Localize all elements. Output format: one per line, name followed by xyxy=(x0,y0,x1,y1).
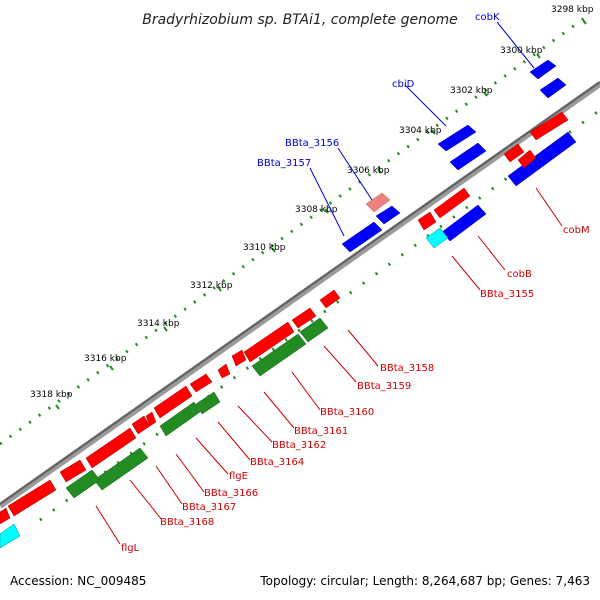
gene-label[interactable]: BBta_3166 xyxy=(204,488,258,499)
tick-label: 3306 kbp xyxy=(347,166,390,176)
gene-label[interactable]: cobM xyxy=(563,225,590,236)
outer-tick-track xyxy=(0,12,591,446)
gene-arrow-BBta_3157[interactable] xyxy=(341,221,383,253)
gene-arrow-BBta_3159[interactable] xyxy=(291,307,317,329)
gene-arrow-cobM-small[interactable] xyxy=(503,143,525,163)
gene-label[interactable]: BBta_3161 xyxy=(294,426,348,437)
gene-arrow-BBta_3168[interactable] xyxy=(85,427,137,469)
tick-label: 3308 kbp xyxy=(295,205,338,215)
gene-arrow-cobB[interactable] xyxy=(433,187,471,219)
gene-arrow-edge[interactable] xyxy=(0,507,11,525)
tick-label: 3302 kbp xyxy=(450,86,493,96)
gene-arrow-cobK[interactable] xyxy=(529,59,557,80)
gene-label[interactable]: cbiD xyxy=(392,79,415,90)
gene-arrow-flgL-a[interactable] xyxy=(59,459,87,483)
cds-block-BBta_3155[interactable] xyxy=(425,227,449,249)
map-title: Bradyrhizobium sp. BTAi1, complete genom… xyxy=(142,12,458,28)
genome-backbone xyxy=(0,81,600,509)
tick-label: 3316 kbp xyxy=(84,354,127,364)
gene-label[interactable]: BBta_3155 xyxy=(480,289,534,300)
gene-arrow-cbiD[interactable] xyxy=(437,124,477,152)
tick-label: 3304 kbp xyxy=(399,126,442,136)
gene-label[interactable]: BBta_3167 xyxy=(182,502,236,513)
gene-arrow-BBta_3156-cds[interactable] xyxy=(375,205,401,225)
cds-block-BBta_3168[interactable] xyxy=(93,447,149,491)
forward-strand-features xyxy=(341,59,567,253)
gene-label[interactable]: BBta_3162 xyxy=(272,440,326,451)
tick-label: 3300 kbp xyxy=(500,46,543,56)
gene-arrow-BBta_3162[interactable] xyxy=(217,363,231,379)
major-ticks xyxy=(55,19,587,410)
tick-labels: 3298 kbp 3300 kbp 3302 kbp 3304 kbp 3306… xyxy=(30,5,594,400)
gene-arrow-BBta_3166[interactable] xyxy=(145,411,157,427)
gene-arrow-cobM[interactable] xyxy=(529,111,569,141)
gene-label[interactable]: BBta_3160 xyxy=(320,407,374,418)
tick-label: 3318 kbp xyxy=(30,390,73,400)
gene-arrow-cobB-small[interactable] xyxy=(417,211,437,231)
topology-summary: Topology: circular; Length: 8,264,687 bp… xyxy=(260,574,590,588)
gene-arrow-BBta_3167[interactable] xyxy=(131,415,151,435)
gene-arrow-flgL[interactable] xyxy=(7,479,57,517)
cds-block-BBta_3166[interactable] xyxy=(159,401,201,437)
gene-arrow-cobK-cds[interactable] xyxy=(539,77,567,99)
cds-block-BBta_3159[interactable] xyxy=(299,317,329,343)
cds-block-BBta_3160[interactable] xyxy=(251,333,307,377)
gene-arrow-BBta_3160[interactable] xyxy=(243,321,295,363)
gene-arrow-BBta_3164[interactable] xyxy=(189,373,213,393)
gene-label[interactable]: BBta_3158 xyxy=(380,363,434,374)
reverse-strand-features xyxy=(0,111,577,549)
tick-label: 3298 kbp xyxy=(551,5,594,15)
gene-arrow-cobM-small-2[interactable] xyxy=(517,149,537,169)
gene-label[interactable]: BBta_3159 xyxy=(357,381,411,392)
gene-label[interactable]: flgE xyxy=(229,471,248,482)
genome-backbone-edge xyxy=(0,81,600,505)
accession-text: Accession: NC_009485 xyxy=(10,574,147,588)
label-leader-lines xyxy=(95,21,563,545)
gene-label[interactable]: BBta_3168 xyxy=(160,517,214,528)
gene-label[interactable]: cobB xyxy=(507,269,532,280)
gene-label[interactable]: cobK xyxy=(475,12,500,23)
gene-label[interactable]: BBta_3157 xyxy=(257,158,311,169)
tick-label: 3314 kbp xyxy=(137,319,180,329)
cds-block-edge-cyan[interactable] xyxy=(0,523,21,549)
cds-block-flgE[interactable] xyxy=(195,391,221,415)
gene-label[interactable]: BBta_3156 xyxy=(285,138,339,149)
gene-label[interactable]: flgL xyxy=(121,543,140,554)
gene-label[interactable]: BBta_3164 xyxy=(250,457,304,468)
gene-arrow-BBta_3156[interactable] xyxy=(365,192,391,213)
gene-arrow-flgE[interactable] xyxy=(153,385,193,419)
cds-block-flgL[interactable] xyxy=(65,469,101,499)
tick-label: 3310 kbp xyxy=(243,243,286,253)
tick-label: 3312 kbp xyxy=(190,281,233,291)
cds-block-cobM[interactable] xyxy=(507,131,577,187)
gene-arrow-BBta_3158[interactable] xyxy=(319,289,341,309)
gene-arrow-cbiD-cds[interactable] xyxy=(449,142,487,171)
gene-arrow-BBta_3161[interactable] xyxy=(231,349,247,367)
gene-labels: cobK cbiD BBta_3156 BBta_3157 cobM cobB … xyxy=(121,12,590,554)
